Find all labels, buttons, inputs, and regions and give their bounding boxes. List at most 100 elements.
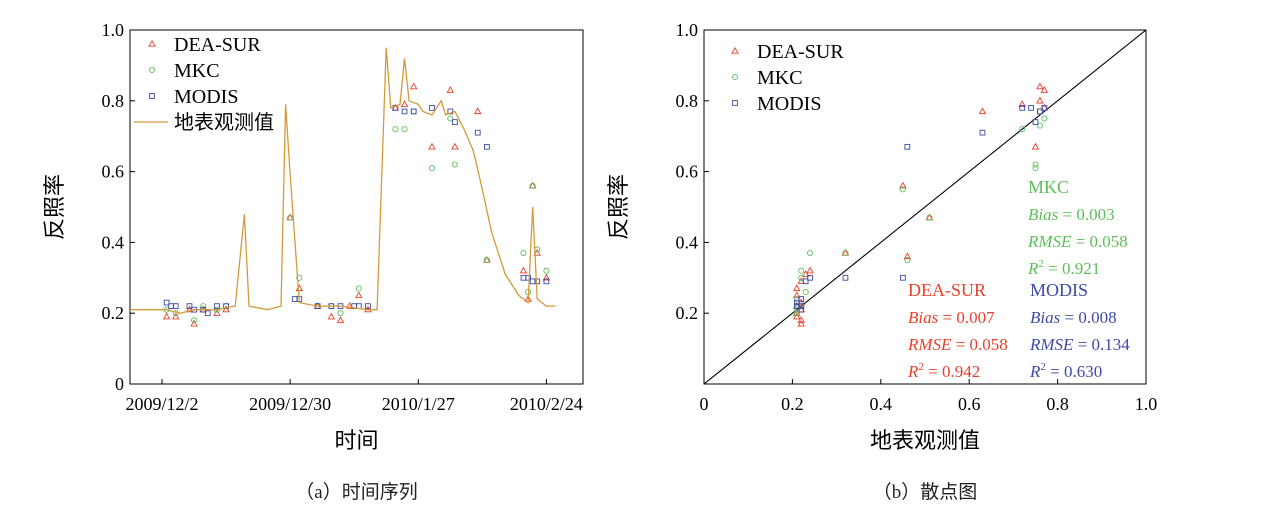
modis-point xyxy=(484,143,490,150)
modis-point xyxy=(365,303,371,309)
stat-rmse-value: 0.058 xyxy=(970,335,1008,354)
legend-label: MODIS xyxy=(174,86,238,108)
stat-r2-value: 0.630 xyxy=(1064,362,1102,381)
stat-r2: R2 = 0.921 xyxy=(1027,258,1100,278)
mkc-point xyxy=(529,182,536,189)
modis-point xyxy=(1032,119,1039,125)
plot-frame xyxy=(129,29,584,385)
modis-point xyxy=(204,310,211,317)
y-axis-label: 反照率 xyxy=(606,174,631,240)
stat-bias-symbol: Bias xyxy=(1030,308,1061,327)
mkc-point xyxy=(798,274,805,281)
stat-r2-symbol: R xyxy=(1027,259,1039,278)
stat-rmse: RMSE = 0.134 xyxy=(1029,335,1130,354)
mkc-point xyxy=(793,295,800,303)
modis-point xyxy=(1037,108,1043,115)
stat-rmse-symbol: RMSE xyxy=(907,335,952,354)
deasur-point xyxy=(801,270,810,277)
stat-r2-superscript: 2 xyxy=(918,361,924,373)
deasur-point xyxy=(162,312,171,320)
deasur-point xyxy=(978,107,987,115)
deasur-point xyxy=(473,107,482,115)
x-tick-label: 0.4 xyxy=(870,394,893,414)
deasur-point xyxy=(793,312,801,320)
y-axis-label: 反照率 xyxy=(42,174,67,240)
stat-bias-symbol: Bias xyxy=(908,308,939,327)
x-tick-label: 1.0 xyxy=(1135,394,1158,414)
modis-point xyxy=(798,306,805,313)
modis-point xyxy=(534,278,541,285)
deasur-point xyxy=(1031,142,1040,150)
mkc-point xyxy=(520,249,527,257)
modis-point xyxy=(842,274,849,281)
mkc-point xyxy=(1019,126,1026,133)
x-tick-label: 0.6 xyxy=(958,394,981,414)
deasur-point xyxy=(1018,100,1027,107)
mkc-point xyxy=(899,186,906,193)
stat-bias: Bias = 0.003 xyxy=(1028,205,1115,224)
modis-point xyxy=(979,129,986,136)
x-axis-label: 地表观测值 xyxy=(870,428,980,453)
legend-triangle-swatch xyxy=(148,39,156,47)
stat-series-name: MODIS xyxy=(1030,280,1088,300)
mkc-point xyxy=(904,257,911,264)
deasur-point xyxy=(519,266,528,274)
stat-rmse-eq: = xyxy=(1073,335,1091,354)
stat-r2-value: 0.942 xyxy=(942,362,980,381)
modis-point xyxy=(168,303,175,309)
modis-point xyxy=(1041,105,1048,111)
legend-label: MODIS xyxy=(757,93,821,115)
y-tick-label: 0.2 xyxy=(676,303,699,323)
stat-series-name: DEA-SUR xyxy=(908,280,986,300)
deasur-point xyxy=(903,252,912,260)
modis-point xyxy=(186,303,193,309)
modis-point xyxy=(1028,105,1034,111)
stat-rmse-symbol: RMSE xyxy=(1029,335,1074,354)
legend-circle-swatch xyxy=(731,73,739,81)
mkc-point xyxy=(337,310,344,317)
y-tick-label: 0 xyxy=(115,374,124,394)
y-tick-label: 1.0 xyxy=(676,20,699,40)
deasur-point xyxy=(533,248,542,256)
mkc-point xyxy=(807,249,814,257)
modis-point xyxy=(525,274,531,281)
stat-rmse: RMSE = 0.058 xyxy=(907,335,1008,354)
stat-rmse: RMSE = 0.058 xyxy=(1027,232,1128,251)
mkc-point xyxy=(1032,161,1039,168)
stat-series-name: MKC xyxy=(1028,177,1069,197)
mkc-point xyxy=(798,267,805,274)
mkc-point xyxy=(793,310,800,317)
y-tick-label: 0.8 xyxy=(676,91,699,111)
deasur-point xyxy=(806,266,814,274)
modis-point xyxy=(214,303,220,309)
deasur-point xyxy=(190,319,198,327)
stat-rmse-eq: = xyxy=(1071,232,1089,251)
x-tick-label: 2010/1/27 xyxy=(382,394,455,414)
deasur-point xyxy=(428,142,436,150)
mkc-point xyxy=(200,303,207,310)
mkc-point xyxy=(483,257,490,264)
mkc-point xyxy=(410,108,417,115)
stat-bias-eq: = xyxy=(1058,205,1076,224)
x-tick-label: 0 xyxy=(700,394,709,414)
deasur-point xyxy=(797,277,806,284)
mkc-point xyxy=(793,306,800,313)
deasur-point xyxy=(1040,86,1049,93)
mkc-point xyxy=(191,317,198,324)
modis-point xyxy=(410,108,417,115)
y-tick-label: 1.0 xyxy=(102,20,125,40)
y-tick-label: 0.4 xyxy=(676,232,699,252)
stat-r2: R2 = 0.630 xyxy=(1029,361,1102,381)
modis-point xyxy=(798,296,805,302)
modis-point xyxy=(291,296,298,302)
stat-rmse-eq: = xyxy=(951,335,969,354)
mkc-point xyxy=(447,115,454,122)
deasur-point xyxy=(446,86,455,93)
y-tick-label: 0.2 xyxy=(102,303,125,323)
legend-triangle-swatch xyxy=(731,46,739,54)
legend-circle-swatch xyxy=(148,66,156,74)
modis-point xyxy=(1019,105,1026,111)
modis-point xyxy=(474,129,481,136)
modis-point xyxy=(900,274,906,281)
deasur-point xyxy=(797,298,806,306)
